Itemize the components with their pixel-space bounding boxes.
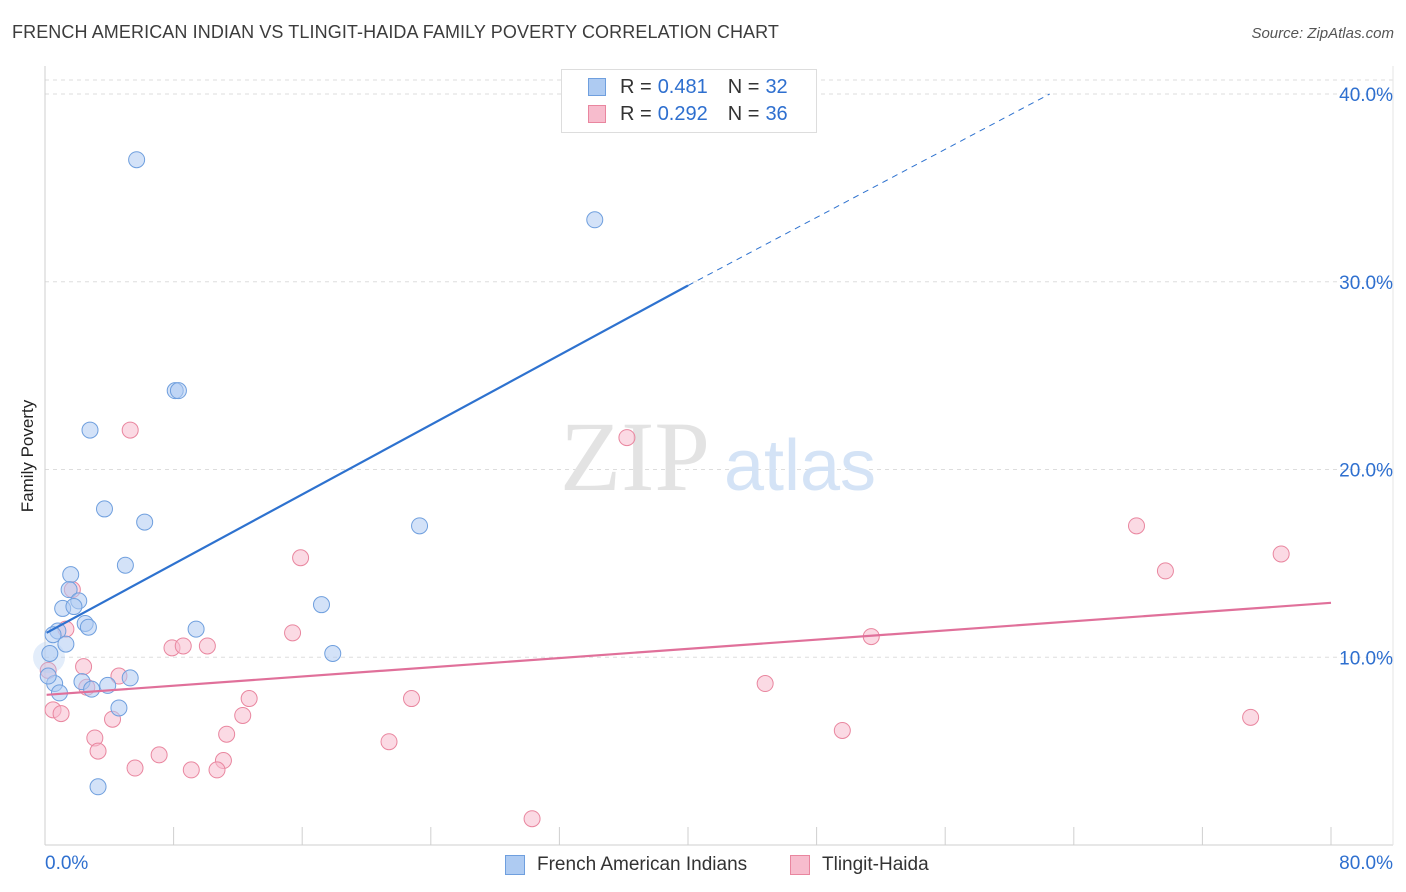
axes bbox=[44, 66, 1394, 846]
data-point bbox=[83, 680, 101, 698]
legend-item-tlingit-haida: Tlingit-Haida bbox=[790, 852, 929, 878]
x-tick-label: 80.0% bbox=[1339, 853, 1393, 874]
data-point bbox=[89, 778, 107, 796]
data-point bbox=[324, 644, 342, 662]
data-point bbox=[1272, 545, 1290, 563]
legend-n-label: N = bbox=[727, 102, 760, 125]
data-point bbox=[292, 549, 310, 567]
data-point bbox=[81, 421, 99, 439]
data-point bbox=[39, 667, 57, 685]
data-point bbox=[756, 675, 774, 693]
legend-label: Tlingit-Haida bbox=[822, 854, 929, 875]
data-point bbox=[174, 637, 192, 655]
legend-swatch-blue bbox=[505, 855, 525, 875]
data-point bbox=[65, 598, 83, 616]
data-point bbox=[411, 517, 429, 535]
tick-labels: 10.0% 20.0% 30.0% 40.0% 0.0% 80.0% bbox=[45, 85, 1393, 874]
data-point bbox=[41, 644, 59, 662]
data-point bbox=[60, 581, 78, 599]
data-point bbox=[62, 566, 80, 584]
legend-r-value: 0.292 bbox=[657, 102, 708, 125]
grid-lines bbox=[45, 79, 1393, 658]
data-point bbox=[57, 635, 75, 653]
series-tlingit-haida bbox=[39, 421, 1290, 828]
watermark-zip: ZIP bbox=[560, 401, 710, 512]
data-point bbox=[240, 690, 258, 708]
series-french-american-indians bbox=[33, 151, 604, 796]
data-point bbox=[121, 669, 139, 687]
chart-title: FRENCH AMERICAN INDIAN VS TLINGIT-HAIDA … bbox=[12, 22, 780, 42]
legend-n-value: 32 bbox=[765, 75, 788, 98]
data-point bbox=[95, 500, 113, 518]
trend-line-pink bbox=[46, 601, 1332, 696]
legend-label: French American Indians bbox=[537, 854, 748, 875]
legend-r-label: R = bbox=[620, 102, 652, 125]
data-point bbox=[150, 746, 168, 764]
data-point bbox=[169, 382, 187, 400]
data-point bbox=[198, 637, 216, 655]
watermark: ZIP atlas bbox=[560, 401, 876, 512]
legend-item-french-american-indians: French American Indians bbox=[505, 852, 747, 878]
data-point bbox=[79, 618, 97, 636]
data-point bbox=[1156, 562, 1174, 580]
data-point bbox=[89, 742, 107, 760]
trend-line-blue bbox=[46, 284, 689, 634]
trend-line-blue-extension bbox=[687, 93, 1050, 286]
watermark-atlas: atlas bbox=[724, 426, 876, 506]
correlation-legend: R = 0.481 N = 32 R = 0.292 N = 36 bbox=[561, 69, 817, 133]
legend-row-pink: R = 0.292 N = 36 bbox=[588, 101, 788, 127]
y-tick-label: 30.0% bbox=[1339, 273, 1393, 294]
data-point bbox=[75, 658, 93, 676]
data-point bbox=[586, 211, 604, 229]
legend-swatch-pink bbox=[790, 855, 810, 875]
legend-row-blue: R = 0.481 N = 32 bbox=[588, 74, 788, 100]
legend-swatch-pink bbox=[588, 105, 606, 123]
data-point bbox=[1242, 708, 1260, 726]
x-tick-label: 0.0% bbox=[45, 853, 88, 874]
data-point bbox=[121, 421, 139, 439]
legend-r-label: R = bbox=[620, 75, 652, 98]
data-point bbox=[182, 761, 200, 779]
y-tick-label: 40.0% bbox=[1339, 85, 1393, 106]
data-point bbox=[110, 699, 128, 717]
data-point bbox=[187, 620, 205, 638]
y-tick-label: 10.0% bbox=[1339, 648, 1393, 669]
data-point bbox=[833, 721, 851, 739]
legend-r-value: 0.481 bbox=[657, 75, 708, 98]
data-point bbox=[618, 429, 636, 447]
data-point bbox=[128, 151, 146, 169]
data-point bbox=[116, 556, 134, 574]
y-tick-label: 20.0% bbox=[1339, 461, 1393, 482]
data-point bbox=[284, 624, 302, 642]
y-axis-label: Family Poverty bbox=[18, 399, 37, 513]
data-point bbox=[136, 513, 154, 531]
legend-n-label: N = bbox=[727, 75, 760, 98]
legend-swatch-blue bbox=[588, 78, 606, 96]
legend-n-value: 36 bbox=[765, 102, 788, 125]
data-point bbox=[380, 733, 398, 751]
data-point bbox=[52, 705, 70, 723]
trend-lines bbox=[46, 93, 1332, 696]
data-point bbox=[218, 725, 236, 743]
data-point bbox=[523, 810, 541, 828]
data-point bbox=[312, 596, 330, 614]
data-point bbox=[234, 706, 252, 724]
data-point bbox=[403, 690, 421, 708]
data-point bbox=[208, 761, 226, 779]
data-point bbox=[1127, 517, 1145, 535]
data-point bbox=[126, 759, 144, 777]
series-legend: French American Indians Tlingit-Haida bbox=[0, 852, 1406, 878]
source-label: Source: ZipAtlas.com bbox=[1251, 25, 1394, 42]
